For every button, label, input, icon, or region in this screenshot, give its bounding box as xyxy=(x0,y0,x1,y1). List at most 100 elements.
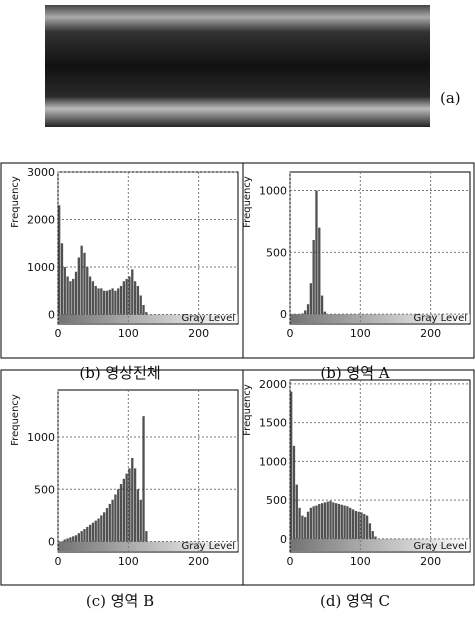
bar xyxy=(94,520,97,542)
x-tick-label: 100 xyxy=(118,555,139,568)
bar xyxy=(315,505,318,539)
bar xyxy=(306,304,310,315)
bar xyxy=(119,286,123,315)
bar xyxy=(105,508,109,542)
bar xyxy=(131,269,134,315)
bar xyxy=(326,501,329,539)
bar xyxy=(72,536,75,542)
y-tick-label: 1000 xyxy=(259,185,287,198)
bar xyxy=(63,539,66,542)
gray-scale-bar xyxy=(58,541,238,551)
bar xyxy=(337,503,341,539)
bar xyxy=(66,276,69,315)
y-tick-label: 0 xyxy=(280,533,287,546)
bar xyxy=(125,278,128,315)
bar xyxy=(295,484,298,539)
bar xyxy=(83,252,86,315)
bar xyxy=(97,288,100,315)
bar xyxy=(343,505,346,539)
bar xyxy=(145,531,148,542)
bar xyxy=(142,416,145,542)
y-tick-label: 1000 xyxy=(27,431,55,444)
bar xyxy=(340,504,343,539)
x-tick-label: 100 xyxy=(118,327,139,340)
x-axis-label: Gray Level xyxy=(414,541,467,552)
bar xyxy=(83,529,86,542)
bar xyxy=(351,509,355,539)
bar xyxy=(77,533,80,542)
x-tick-label: 200 xyxy=(420,327,441,340)
x-tick-label: 0 xyxy=(287,327,294,340)
bar xyxy=(111,288,114,315)
bar xyxy=(301,313,304,315)
bar xyxy=(309,283,312,315)
bar xyxy=(91,522,95,542)
gray-scale-bar xyxy=(58,314,238,323)
bar xyxy=(63,267,66,315)
bar xyxy=(114,494,117,542)
gray-scale-bar xyxy=(290,314,470,323)
x-tick-label: 100 xyxy=(350,555,371,568)
bar xyxy=(80,245,83,315)
bar xyxy=(145,312,148,315)
bar xyxy=(320,295,324,315)
bar xyxy=(88,276,92,315)
y-tick-label: 500 xyxy=(266,494,287,507)
y-tick-label: 500 xyxy=(266,246,287,259)
bar xyxy=(290,391,293,539)
bar xyxy=(88,524,92,542)
y-tick-label: 2000 xyxy=(259,378,287,391)
bar xyxy=(114,290,117,315)
y-tick-label: 0 xyxy=(48,309,55,322)
y-tick-label: 3000 xyxy=(27,166,55,179)
bar xyxy=(117,489,120,542)
bar xyxy=(346,506,349,539)
bar xyxy=(139,499,142,542)
caption: (b) 영역 A xyxy=(320,364,389,382)
x-tick-label: 200 xyxy=(188,555,209,568)
plot-area xyxy=(57,389,239,553)
bar xyxy=(122,478,125,542)
bar xyxy=(298,507,301,539)
bar xyxy=(133,468,137,542)
bar xyxy=(117,288,120,315)
bar xyxy=(329,500,332,539)
bar xyxy=(74,535,78,542)
bar xyxy=(306,511,310,539)
y-tick-label: 1500 xyxy=(259,417,287,430)
bar xyxy=(111,499,114,542)
y-tick-label: 1000 xyxy=(259,455,287,468)
bar xyxy=(131,457,134,542)
caption: (c) 영역 B xyxy=(86,592,154,610)
bar xyxy=(103,512,106,542)
bar xyxy=(332,502,335,539)
x-axis-label: Gray Level xyxy=(182,313,235,324)
y-tick-label: 2000 xyxy=(27,214,55,227)
bar xyxy=(315,190,318,315)
bar xyxy=(374,536,377,539)
x-tick-label: 0 xyxy=(287,555,294,568)
bar xyxy=(128,276,131,315)
bar xyxy=(335,503,338,539)
bar xyxy=(349,507,352,539)
y-tick-label: 0 xyxy=(48,536,55,549)
bar xyxy=(318,503,321,539)
x-axis-label: Gray Level xyxy=(414,313,467,324)
bar xyxy=(91,281,95,315)
caption: (d) 영역 C xyxy=(320,592,390,610)
bar xyxy=(128,468,131,542)
panel-frame xyxy=(0,162,475,359)
bar xyxy=(142,305,145,315)
bar xyxy=(58,205,61,315)
bar xyxy=(108,503,111,542)
bar xyxy=(74,271,78,315)
bar xyxy=(97,518,100,542)
bar xyxy=(94,286,97,315)
bar xyxy=(354,510,357,539)
bar xyxy=(108,289,111,315)
bar xyxy=(69,537,72,542)
bar xyxy=(320,503,324,539)
x-tick-label: 200 xyxy=(420,555,441,568)
y-axis-label: Frequency xyxy=(10,394,21,446)
